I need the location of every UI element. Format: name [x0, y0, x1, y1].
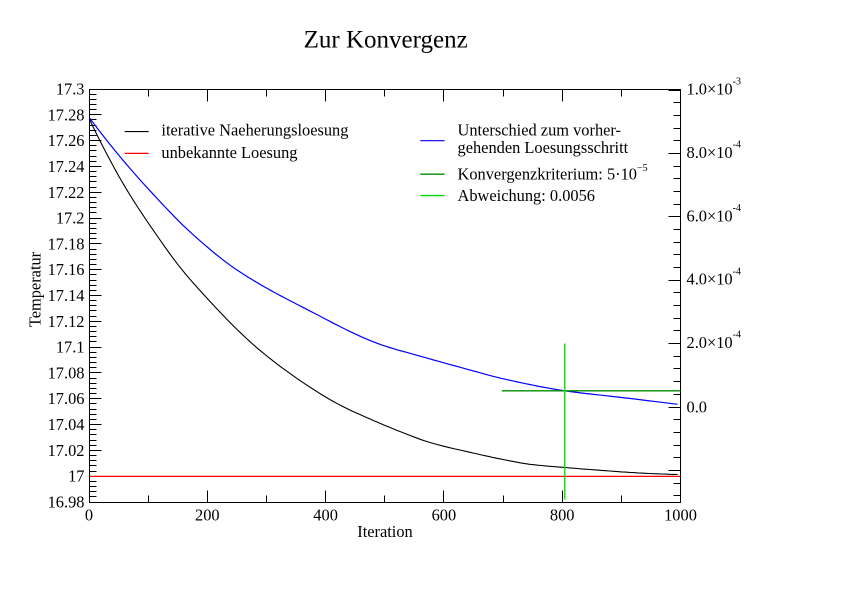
svg-text:17.24: 17.24 [48, 157, 85, 176]
svg-text:17.08: 17.08 [48, 363, 85, 382]
svg-text:2.0×10-4: 2.0×10-4 [687, 330, 741, 352]
svg-text:0: 0 [85, 506, 93, 525]
svg-text:16.98: 16.98 [48, 493, 85, 512]
svg-text:17.3: 17.3 [56, 80, 85, 99]
svg-text:17.16: 17.16 [48, 260, 85, 279]
svg-text:17.06: 17.06 [48, 389, 85, 408]
svg-text:17.22: 17.22 [48, 183, 85, 202]
svg-text:800: 800 [550, 506, 575, 525]
svg-text:17: 17 [68, 467, 84, 486]
svg-text:600: 600 [432, 506, 457, 525]
svg-text:1000: 1000 [664, 506, 697, 525]
svg-text:1.0×10-3: 1.0×10-3 [687, 76, 741, 98]
svg-text:17.14: 17.14 [48, 286, 85, 305]
svg-text:Iteration: Iteration [357, 522, 413, 541]
svg-text:17.04: 17.04 [48, 415, 85, 434]
svg-text:17.1: 17.1 [56, 338, 85, 357]
svg-text:17.2: 17.2 [56, 209, 85, 228]
svg-text:0.0: 0.0 [687, 397, 708, 416]
svg-text:Temperatur: Temperatur [26, 251, 45, 327]
svg-text:Konvergenzkriterium: 5·10−5: Konvergenzkriterium: 5·10−5 [458, 163, 648, 183]
svg-text:200: 200 [195, 506, 220, 525]
svg-text:Unterschied zum vorher-: Unterschied zum vorher- [458, 120, 622, 139]
svg-text:unbekannte Loesung: unbekannte Loesung [161, 143, 297, 162]
svg-text:4.0×10-4: 4.0×10-4 [687, 266, 741, 288]
svg-text:17.02: 17.02 [48, 441, 85, 460]
svg-text:Zur Konvergenz: Zur Konvergenz [304, 27, 468, 54]
svg-text:8.0×10-4: 8.0×10-4 [687, 140, 741, 162]
svg-text:17.26: 17.26 [48, 131, 85, 150]
svg-text:400: 400 [313, 506, 338, 525]
svg-text:Abweichung: 0.0056: Abweichung: 0.0056 [458, 186, 595, 205]
svg-text:17.12: 17.12 [48, 312, 85, 331]
svg-text:17.28: 17.28 [48, 105, 85, 124]
svg-text:gehenden Loesungsschritt: gehenden Loesungsschritt [458, 138, 629, 157]
svg-text:17.18: 17.18 [48, 234, 85, 253]
svg-text:6.0×10-4: 6.0×10-4 [687, 203, 741, 225]
svg-text:iterative Naeherungsloesung: iterative Naeherungsloesung [161, 120, 348, 139]
